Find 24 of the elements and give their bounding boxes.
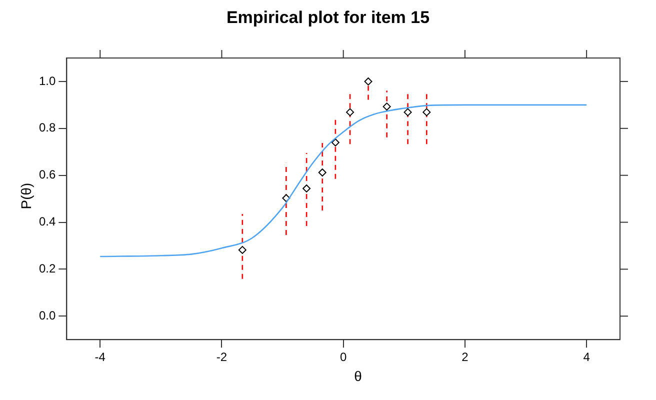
point	[404, 108, 412, 116]
y-tick-label: 0.4	[38, 214, 56, 229]
point	[364, 77, 372, 86]
point	[331, 138, 340, 146]
point	[318, 168, 326, 177]
point	[302, 184, 311, 192]
point	[422, 108, 431, 116]
chart-title: Empirical plot for item 15	[225, 8, 431, 28]
line-series	[99, 104, 588, 258]
y-tick-label: 0.8	[38, 120, 56, 135]
point	[346, 108, 354, 116]
y-axis-title: P(θ)	[18, 182, 34, 212]
y-tick-label: 0.0	[38, 308, 56, 322]
point	[382, 102, 391, 111]
y-tick-label: 0.2	[38, 262, 56, 276]
point	[238, 246, 246, 254]
x-tick-label: 4	[583, 350, 590, 364]
y-tick-label: 0.6	[38, 168, 56, 182]
x-tick-label: -2	[216, 350, 228, 364]
x-tick-label: 0	[340, 350, 347, 364]
x-tick-label: -4	[94, 350, 106, 364]
x-tick-label: 2	[462, 350, 469, 364]
y-tick-label: 1.0	[38, 74, 56, 88]
x-axis-title: θ	[353, 368, 363, 384]
